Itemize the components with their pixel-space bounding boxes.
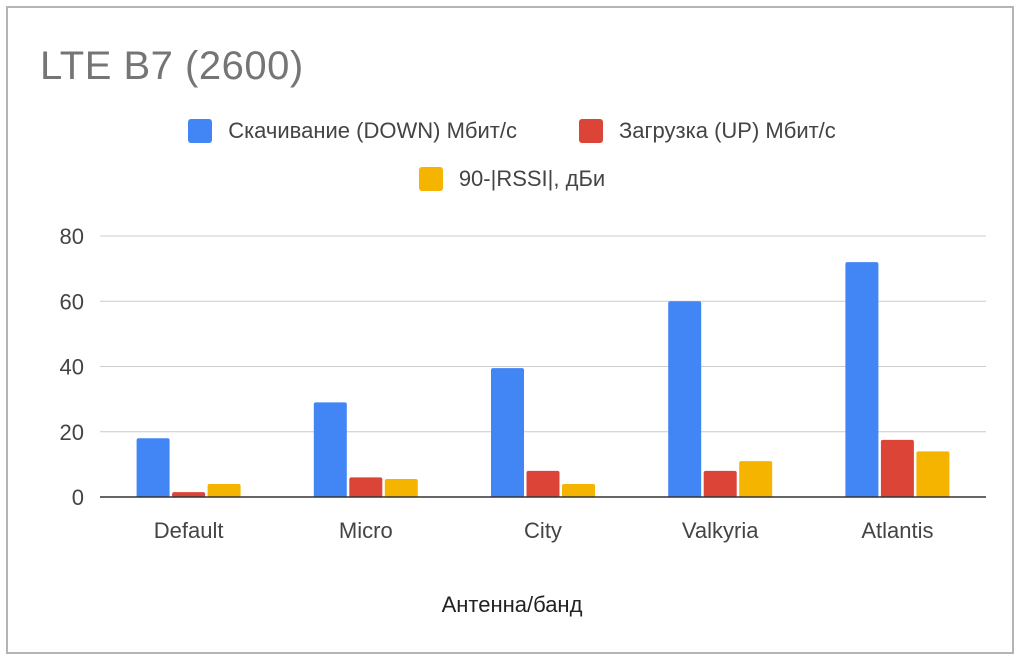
x-tick-label: Atlantis [861,518,933,543]
x-tick-label: City [524,518,562,543]
bar-down-micro [313,402,347,497]
y-tick-label: 80 [60,224,84,249]
bar-up-micro [349,477,383,497]
bar-down-city [491,368,524,497]
y-tick-label: 20 [60,420,84,445]
bar-down-valkyria [668,301,702,497]
bar-rssi-atlantis [916,451,950,497]
x-tick-label: Micro [339,518,393,543]
bar-rssi-valkyria [739,461,773,497]
legend-label-up: Загрузка (UP) Мбит/с [618,118,836,143]
bar-rssi-city [562,483,595,497]
bar-rssi-micro [384,479,418,497]
legend-swatch-up [578,119,603,143]
legend-item-up: Загрузка (UP) Мбит/с [578,118,836,144]
bar-up-valkyria [703,470,737,497]
bar-rssi-default [207,483,241,497]
bar-up-default [172,492,206,497]
legend-item-down: Скачивание (DOWN) Мбит/с [188,118,517,144]
bar-up-atlantis [880,439,914,497]
y-tick-label: 40 [60,355,84,380]
legend-item-rssi: 90-|RSSI|, дБи [418,166,606,192]
legend-swatch-rssi [418,167,443,191]
x-tick-label: Valkyria [682,518,759,543]
bar-down-atlantis [845,262,879,497]
bar-down-default [136,438,170,497]
legend-row-1: Скачивание (DOWN) Мбит/с Загрузка (UP) М… [0,118,1024,144]
y-tick-label: 0 [72,485,84,510]
legend-swatch-down [188,119,213,143]
x-tick-label: Default [154,518,224,543]
y-tick-label: 60 [60,289,84,314]
x-axis-label: Антенна/банд [441,592,583,617]
legend-label-down: Скачивание (DOWN) Мбит/с [228,118,517,143]
legend-row-2: 90-|RSSI|, дБи [0,166,1024,192]
chart-title: LTE B7 (2600) [40,44,304,88]
bar-up-city [526,470,560,497]
legend-label-rssi: 90-|RSSI|, дБи [458,166,606,191]
